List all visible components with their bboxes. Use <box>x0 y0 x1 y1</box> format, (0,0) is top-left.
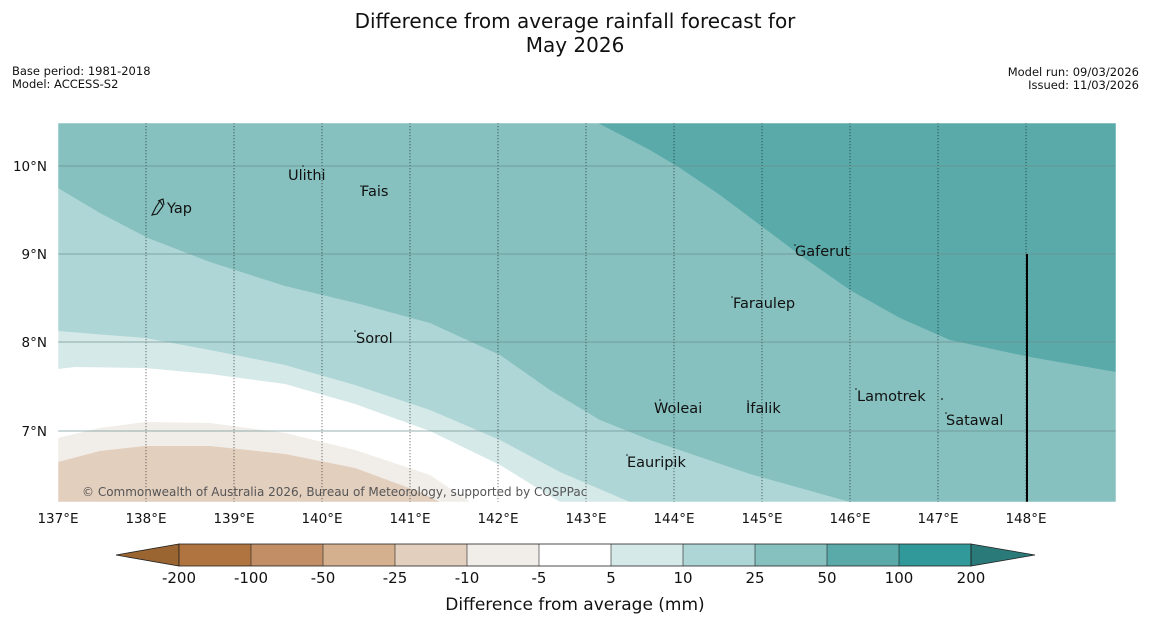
colorbar-segment <box>827 544 899 566</box>
meta-right: Model run: 09/03/2026 Issued: 11/03/2026 <box>1008 66 1139 92</box>
colorbar: -200 -100 -50 -25 -10 -5 5 10 25 50 100 … <box>115 543 1036 615</box>
lon-tick-147: 147°E <box>917 511 958 527</box>
colorbar-label: 200 <box>957 569 986 587</box>
rainfall-contours: Yap Ulithi Fais Gaferut Faraulep Sorol W… <box>58 123 1116 502</box>
colorbar-segment <box>683 544 755 566</box>
place-labels: Yap Ulithi Fais Gaferut Faraulep Sorol W… <box>166 165 1003 471</box>
yap-island-outline <box>151 198 165 216</box>
place-label-lamotrek: Lamotrek <box>857 389 926 405</box>
colorbar-segment <box>179 544 251 566</box>
base-period-text: Base period: 1981-2018 <box>12 64 151 78</box>
colorbar-dividers <box>250 544 900 566</box>
lon-tick-145: 145°E <box>741 511 782 527</box>
map-title-line1: Difference from average rainfall forecas… <box>354 9 796 33</box>
colorbar-label: -10 <box>455 569 480 587</box>
copyright-notice: © Commonwealth of Australia 2026, Bureau… <box>82 485 587 499</box>
colorbar-segment <box>899 544 971 566</box>
lon-tick-141: 141°E <box>389 511 430 527</box>
lon-tick-142: 142°E <box>477 511 518 527</box>
colorbar-label: 25 <box>745 569 764 587</box>
colorbar-label: 100 <box>885 569 914 587</box>
model-run-text: Model run: 09/03/2026 <box>1007 65 1139 79</box>
colorbar-label: -200 <box>162 569 196 587</box>
place-label-woleai: Woleai <box>654 401 702 417</box>
colorbar-label: 50 <box>817 569 836 587</box>
colorbar-title: Difference from average (mm) <box>445 595 704 615</box>
colorbar-segment <box>395 544 467 566</box>
lon-tick-146: 146°E <box>829 511 870 527</box>
colorbar-label: -50 <box>311 569 336 587</box>
lat-tick-10: 10°N <box>13 159 47 175</box>
lon-tick-148: 148°E <box>1005 511 1046 527</box>
place-label-fais: Fais <box>361 184 388 200</box>
map-title-line2: May 2026 <box>525 33 625 57</box>
lon-tick-138: 138°E <box>125 511 166 527</box>
place-label-faraulep: Faraulep <box>733 296 795 312</box>
lat-tick-9: 9°N <box>22 247 47 263</box>
place-label-satawal: Satawal <box>946 413 1003 429</box>
place-label-sorol: Sorol <box>356 331 393 347</box>
latitude-tick-labels: 10°N 9°N 8°N 7°N <box>13 159 47 440</box>
colorbar-labels: -200 -100 -50 -25 -10 -5 5 10 25 50 100 … <box>162 569 985 587</box>
lat-tick-7: 7°N <box>22 424 47 440</box>
colorbar-label: 10 <box>673 569 692 587</box>
colorbar-label: -25 <box>383 569 408 587</box>
map-title: Difference from average rainfall forecas… <box>0 9 1150 57</box>
colorbar-label: 5 <box>606 569 616 587</box>
map-frame <box>57 122 1117 503</box>
lon-tick-144: 144°E <box>653 511 694 527</box>
issued-text: Issued: 11/03/2026 <box>1028 78 1139 92</box>
colorbar-segment <box>323 544 395 566</box>
place-label-yap: Yap <box>166 201 192 217</box>
colorbar-extend-high <box>970 543 1036 567</box>
place-label-eauripik: Eauripik <box>627 455 686 471</box>
latitude-gridlines <box>58 165 1116 432</box>
place-label-ifalik: Ifalik <box>746 401 781 417</box>
colorbar-extend-low <box>115 543 180 567</box>
lat-tick-8: 8°N <box>22 335 47 351</box>
contour-band-50-100 <box>598 123 1116 372</box>
lon-tick-139: 139°E <box>213 511 254 527</box>
lon-tick-143: 143°E <box>565 511 606 527</box>
colorbar-segment <box>539 544 611 566</box>
colorbar-segment <box>251 544 323 566</box>
colorbar-segment <box>611 544 683 566</box>
contour-band-neg25-neg10 <box>58 446 440 502</box>
model-text: Model: ACCESS-S2 <box>12 77 119 91</box>
longitude-tick-labels: 137°E 138°E 139°E 140°E 141°E 142°E 143°… <box>37 511 1046 527</box>
colorbar-segment <box>755 544 827 566</box>
place-label-ulithi: Ulithi <box>288 168 326 184</box>
meta-left: Base period: 1981-2018 Model: ACCESS-S2 <box>12 65 151 91</box>
lon-tick-137: 137°E <box>37 511 78 527</box>
colorbar-label: -5 <box>532 569 547 587</box>
colorbar-segment <box>467 544 539 566</box>
place-label-gaferut: Gaferut <box>795 244 850 260</box>
lon-tick-140: 140°E <box>301 511 342 527</box>
colorbar-outline <box>178 543 972 567</box>
colorbar-label: -100 <box>234 569 268 587</box>
